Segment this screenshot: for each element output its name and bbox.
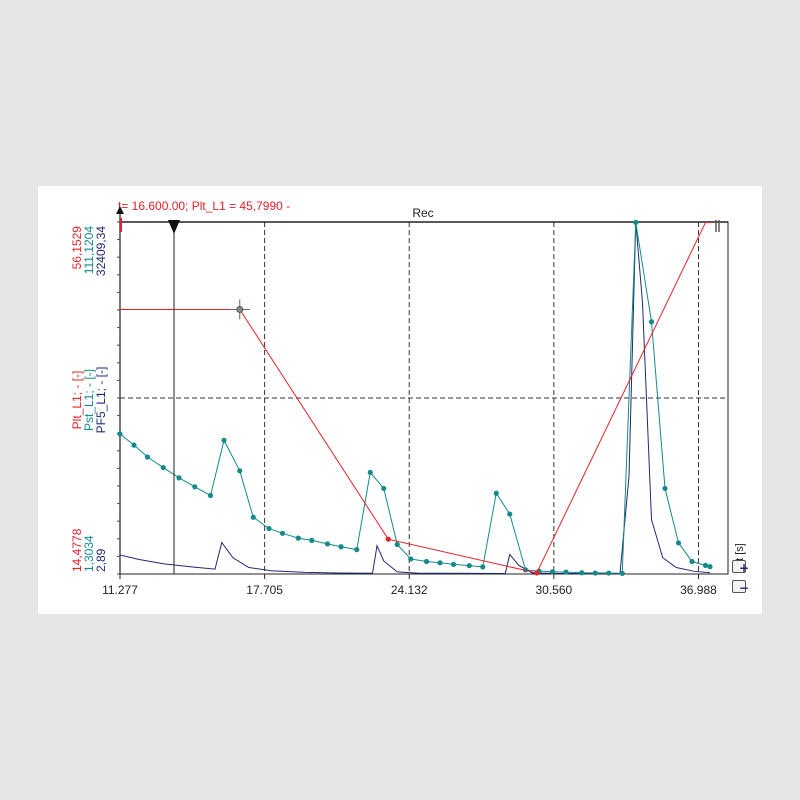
- pst-point: [493, 490, 499, 496]
- chart-panel: t= 16.600.00; Plt_L1 = 45,7990 - Rec 56,…: [38, 186, 762, 614]
- pst-point: [250, 514, 256, 520]
- cursor-readout: t= 16.600.00; Plt_L1 = 45,7990 -: [118, 199, 290, 213]
- x-tick-label: 24.132: [391, 583, 428, 597]
- y-axis-bottom-label: 14,4778: [70, 528, 84, 572]
- pst-point: [648, 319, 655, 325]
- pst-point: [131, 442, 137, 448]
- pst-point: [606, 570, 612, 576]
- pst-point: [309, 537, 315, 543]
- pst-point: [662, 485, 668, 492]
- chart-svg: t= 16.600.00; Plt_L1 = 45,7990 - Rec 56,…: [70, 199, 746, 597]
- x-tick-label: 36.988: [680, 583, 717, 597]
- zoom-in-button[interactable]: +: [732, 560, 749, 574]
- y-axis-bottom-label: 2,89: [94, 548, 108, 572]
- plt-point: [534, 570, 540, 576]
- x-axis-label: t [s]: [734, 543, 746, 561]
- pst-point: [563, 569, 569, 575]
- y-axis-name: PF5_L1; - [-]: [94, 367, 108, 434]
- pst-point: [176, 475, 182, 481]
- pst-point: [689, 558, 695, 565]
- y-axes: 56,1529 Plt_L1; - [-] 14,4778 111,1204 Pst_L…: [70, 212, 121, 575]
- pst-point: [466, 563, 472, 569]
- y-axis-top-label: 111,1204: [82, 226, 96, 275]
- pst-point: [592, 570, 598, 576]
- axis-arrow-icon: [116, 206, 124, 214]
- pst-point: [619, 570, 625, 576]
- pst-point: [423, 558, 430, 565]
- series-line-pf5: [119, 222, 711, 574]
- record-label: Rec: [412, 206, 433, 220]
- pst-point: [324, 541, 331, 547]
- pst-point: [279, 530, 286, 536]
- pst-point: [192, 484, 198, 490]
- pst-point: [160, 464, 166, 471]
- pst-point: [207, 492, 214, 499]
- pst-point: [354, 547, 360, 553]
- zoom-out-button[interactable]: −: [732, 580, 749, 594]
- pst-point: [338, 544, 344, 550]
- pst-point: [675, 540, 682, 546]
- crosshair-point: [236, 305, 244, 313]
- pst-point: [633, 219, 639, 225]
- series-group: [117, 219, 713, 576]
- pst-point: [394, 541, 400, 548]
- cursor-markers[interactable]: [116, 206, 720, 574]
- y-axis-top-label: 56,1529: [70, 226, 84, 270]
- series-line-plt: [120, 221, 713, 574]
- pst-point: [144, 454, 151, 460]
- pst-point: [707, 564, 713, 570]
- cursor-handle-icon: [167, 220, 180, 234]
- x-tick-label: 17.705: [246, 583, 283, 597]
- pst-point: [549, 569, 556, 575]
- y-axis-bottom-label: 1,3034: [82, 535, 96, 572]
- pst-point: [480, 564, 486, 570]
- x-tick-label: 30.560: [536, 583, 573, 597]
- y-axis-name: Plt_L1; - [-]: [70, 371, 84, 430]
- x-tick-label: 11.277: [102, 583, 138, 597]
- pst-point: [507, 511, 513, 517]
- pst-point: [408, 556, 414, 562]
- pst-point: [367, 469, 373, 476]
- pst-point: [221, 437, 227, 443]
- y-axis-name: Pst_L1; - [-]: [82, 369, 96, 431]
- pst-point: [295, 535, 301, 541]
- pst-point: [117, 431, 123, 437]
- grid: [120, 222, 728, 574]
- plt-point: [385, 536, 391, 542]
- pst-point: [237, 468, 243, 474]
- pst-point: [437, 560, 443, 566]
- pst-point: [381, 485, 387, 492]
- y-axis-top-label: 32409,34: [94, 226, 108, 276]
- pst-point: [702, 562, 709, 568]
- pst-point: [450, 561, 457, 567]
- pst-point: [579, 570, 585, 576]
- pst-point: [266, 525, 272, 532]
- x-axis: 11.277 17.705 24.132 30.560 36.988 t [s]: [102, 543, 746, 597]
